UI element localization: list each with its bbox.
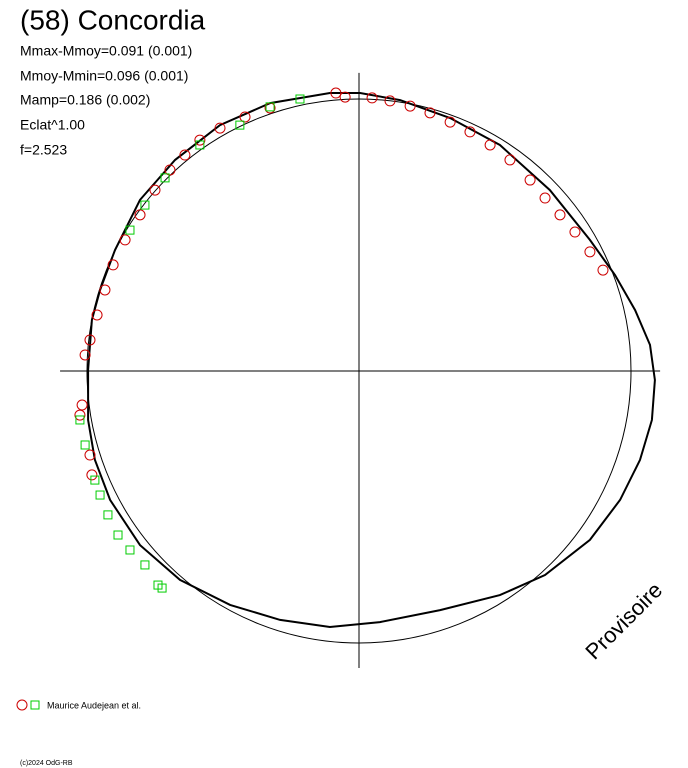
stat: Eclat^1.00: [20, 117, 85, 133]
data-point: [79, 349, 91, 361]
data-point: [339, 91, 351, 103]
data-point: [84, 334, 96, 346]
data-point: [366, 92, 378, 104]
data-point: [194, 134, 206, 146]
legend-marker: [16, 699, 28, 711]
data-point: [214, 122, 226, 134]
data-point: [160, 173, 170, 183]
data-point: [75, 415, 85, 425]
data-point: [484, 139, 496, 151]
data-point: [149, 184, 161, 196]
data-point: [597, 264, 609, 276]
data-point: [90, 475, 100, 485]
data-point: [444, 116, 456, 128]
data-point: [125, 225, 135, 235]
data-point: [134, 209, 146, 221]
copyright: (c)2024 OdG-RB: [20, 760, 73, 767]
legend-label: Maurice Audejean et al.: [47, 700, 141, 710]
chart-title: (58) Concordia: [20, 4, 206, 35]
data-point: [99, 284, 111, 296]
data-point: [330, 87, 342, 99]
data-point: [91, 309, 103, 321]
data-point: [524, 174, 536, 186]
data-point: [140, 560, 150, 570]
data-point: [84, 449, 96, 461]
data-point: [384, 95, 396, 107]
data-point: [157, 583, 167, 593]
data-point: [504, 154, 516, 166]
data-point: [119, 234, 131, 246]
stat: Mamp=0.186 (0.002): [20, 92, 150, 108]
data-point: [424, 107, 436, 119]
data-point: [95, 490, 105, 500]
data-point: [195, 140, 205, 150]
stat: Mmax-Mmoy=0.091 (0.001): [20, 43, 192, 59]
watermark: Provisoire: [580, 577, 667, 664]
data-point: [569, 226, 581, 238]
data-point: [113, 530, 123, 540]
data-point: [239, 111, 251, 123]
data-point: [265, 102, 275, 112]
data-point: [539, 192, 551, 204]
data-point: [404, 100, 416, 112]
data-point: [140, 200, 150, 210]
stat: f=2.523: [20, 142, 67, 158]
legend-marker: [30, 700, 40, 710]
model-curve: [87, 92, 656, 629]
data-point: [584, 246, 596, 258]
data-point: [76, 399, 88, 411]
data-point: [74, 409, 86, 421]
data-point: [164, 164, 176, 176]
data-point: [103, 510, 113, 520]
data-point: [80, 440, 90, 450]
data-point: [235, 120, 245, 130]
data-point: [107, 259, 119, 271]
data-point: [179, 149, 191, 161]
data-point: [464, 126, 476, 138]
data-point: [554, 209, 566, 221]
data-point: [86, 469, 98, 481]
stat: Mmoy-Mmin=0.096 (0.001): [20, 68, 188, 84]
data-point: [295, 94, 305, 104]
data-point: [125, 545, 135, 555]
